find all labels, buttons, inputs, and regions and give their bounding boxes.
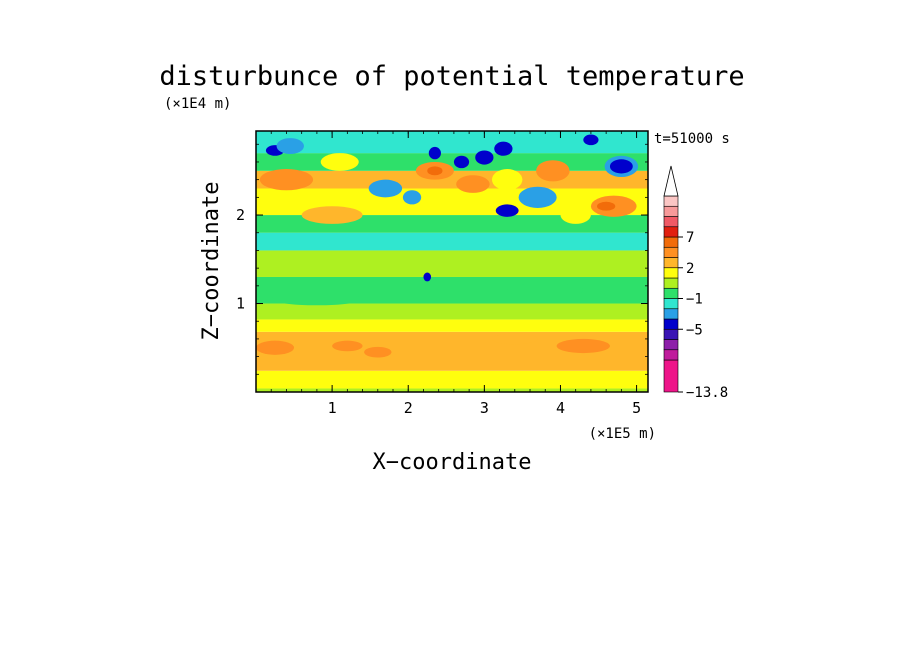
x-tick-label: 1	[328, 399, 337, 417]
heatmap-cell	[332, 340, 363, 352]
colorbar-swatch	[663, 226, 679, 238]
heatmap-cell	[428, 146, 441, 160]
colorbar-swatch	[663, 318, 679, 330]
heatmap-band	[256, 388, 648, 392]
x-tick-label: 2	[404, 399, 413, 417]
heatmap-cell	[495, 204, 519, 217]
heatmap-band	[256, 250, 648, 277]
time-label: t=51000 s	[654, 131, 730, 147]
heatmap-band	[256, 319, 648, 332]
heatmap-cell	[256, 340, 295, 355]
colorbar-swatch	[663, 359, 679, 393]
heatmap-cell	[583, 134, 599, 146]
heatmap-cell	[556, 338, 610, 354]
heatmap-cell	[368, 179, 403, 198]
heatmap-cell	[402, 190, 422, 205]
heatmap-cell	[453, 155, 470, 169]
chart-title: disturbunce of potential temperature	[159, 61, 744, 92]
heatmap-cell	[259, 169, 314, 191]
heatmap-cell	[301, 206, 363, 224]
y-tick-label: 1	[236, 295, 245, 313]
heatmap-cell	[276, 138, 304, 155]
colorbar-swatch	[663, 246, 679, 258]
heatmap-cell	[536, 160, 570, 182]
y-axis-label: Z−coordinate	[199, 182, 224, 341]
colorbar-label: −1	[686, 292, 703, 308]
heatmap-cell	[597, 201, 616, 211]
colorbar-swatch	[663, 205, 679, 217]
heatmap-band	[256, 303, 648, 320]
colorbar-label: 7	[686, 230, 694, 246]
heatmap-band	[256, 370, 648, 389]
heatmap-cell	[320, 153, 359, 171]
heatmap-plot-area	[256, 131, 648, 392]
colorbar-swatch	[663, 287, 679, 299]
x-axis-label: X−coordinate	[373, 450, 532, 475]
x-tick-label: 3	[480, 399, 489, 417]
colorbar-swatch	[663, 298, 679, 310]
axis-ticks: 1 2 3 4 5 1 2	[236, 131, 648, 417]
heatmap-band	[256, 232, 648, 251]
colorbar-swatch	[663, 257, 679, 269]
x-tick-label: 5	[632, 399, 641, 417]
colorbar-extend-arrow	[663, 165, 679, 197]
colorbar-swatch	[663, 328, 679, 340]
colorbar-swatch	[663, 267, 679, 279]
heatmap-cell	[518, 186, 557, 208]
heatmap-cell	[423, 272, 432, 282]
heatmap-cell	[475, 150, 494, 165]
heatmap-cell	[364, 346, 392, 358]
heatmap-cell	[271, 292, 363, 306]
heatmap-cell	[491, 169, 523, 191]
heatmap-cell	[494, 141, 513, 156]
colorbar-swatch	[663, 308, 679, 320]
heatmap-cell	[491, 333, 538, 345]
x-tick-label: 4	[556, 399, 565, 417]
plot-frame	[255, 130, 649, 393]
heatmap-cell	[507, 283, 584, 298]
heatmap-cell	[427, 166, 443, 176]
colorbar-swatch	[663, 195, 679, 207]
colorbar-label: −13.8	[686, 385, 728, 401]
colorbar-label: −5	[686, 322, 703, 338]
colorbar-swatch	[663, 339, 679, 351]
heatmap-band	[256, 131, 648, 154]
heatmap-cell	[609, 159, 633, 174]
heatmap-cell	[456, 175, 490, 193]
colorbar-swatch	[663, 277, 679, 289]
colorbar: 7 2 −1 −5 −13.8	[663, 165, 728, 401]
colorbar-swatch	[663, 216, 679, 228]
colorbar-swatch	[663, 236, 679, 248]
heatmap-cell	[560, 206, 591, 224]
colorbar-swatch	[663, 349, 679, 361]
x-unit-label: (×1E5 m)	[589, 426, 656, 442]
y-tick-label: 2	[236, 206, 245, 224]
y-unit-label: (×1E4 m)	[164, 96, 231, 112]
colorbar-label: 2	[686, 261, 694, 277]
